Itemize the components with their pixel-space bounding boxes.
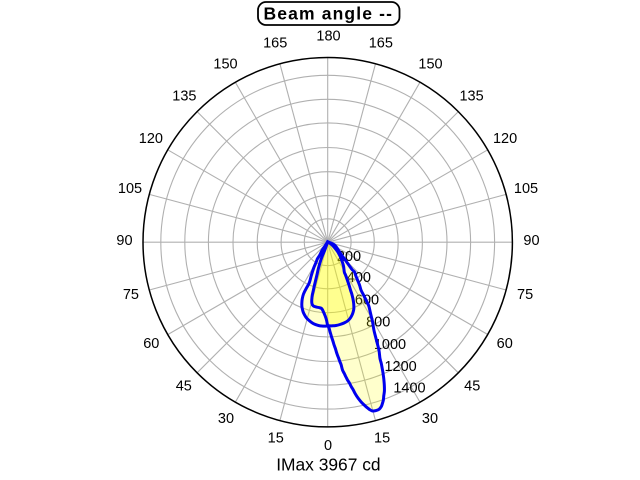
svg-text:15: 15 — [268, 431, 284, 447]
svg-text:75: 75 — [517, 287, 533, 303]
svg-text:1200: 1200 — [384, 359, 416, 375]
svg-text:1000: 1000 — [374, 337, 406, 353]
svg-text:75: 75 — [123, 287, 139, 303]
svg-text:180: 180 — [316, 29, 340, 45]
svg-text:IMax 3967 cd: IMax 3967 cd — [276, 454, 380, 474]
svg-text:60: 60 — [497, 336, 513, 352]
svg-text:105: 105 — [514, 181, 538, 197]
svg-text:30: 30 — [422, 411, 438, 427]
svg-text:45: 45 — [464, 378, 480, 394]
svg-text:Beam angle --: Beam angle -- — [263, 4, 393, 24]
svg-text:120: 120 — [493, 131, 517, 147]
svg-text:150: 150 — [418, 57, 442, 73]
svg-text:0: 0 — [324, 438, 332, 454]
svg-text:1400: 1400 — [393, 381, 425, 397]
svg-text:135: 135 — [172, 88, 196, 104]
svg-text:60: 60 — [143, 336, 159, 352]
svg-text:15: 15 — [374, 430, 390, 446]
svg-text:90: 90 — [116, 233, 132, 249]
svg-text:30: 30 — [218, 411, 234, 427]
svg-text:135: 135 — [459, 88, 483, 104]
svg-text:90: 90 — [523, 233, 539, 249]
svg-text:45: 45 — [176, 378, 192, 394]
svg-text:120: 120 — [139, 131, 163, 147]
svg-text:400: 400 — [347, 270, 371, 286]
svg-text:165: 165 — [369, 36, 393, 52]
svg-text:105: 105 — [118, 181, 142, 197]
svg-text:165: 165 — [263, 36, 287, 52]
svg-text:150: 150 — [213, 57, 237, 73]
